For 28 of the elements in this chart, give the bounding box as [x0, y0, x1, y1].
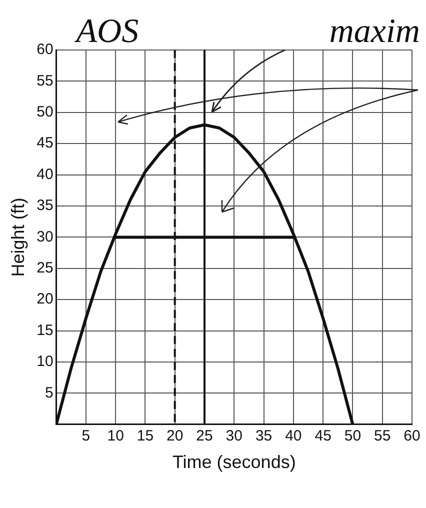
annotation: AOS — [74, 13, 139, 50]
y-tick-label: 50 — [36, 104, 54, 121]
y-tick-label: 60 — [36, 41, 54, 58]
x-tick-label: 35 — [255, 428, 272, 445]
x-tick-label: 50 — [344, 428, 362, 445]
x-tick-label: 60 — [404, 428, 420, 445]
x-axis-title: Time (seconds) — [172, 452, 296, 472]
x-tick-label: 45 — [314, 428, 332, 445]
y-tick-label: 10 — [36, 353, 54, 370]
y-tick-label: 5 — [44, 384, 54, 402]
y-tick-label: 15 — [36, 322, 54, 339]
x-tick-label: 30 — [226, 428, 242, 445]
x-tick-label: 15 — [136, 428, 154, 445]
x-tick-label: 5 — [82, 428, 90, 445]
y-tick-label: 20 — [36, 290, 54, 308]
y-tick-label: 40 — [36, 166, 54, 183]
y-tick-label: 35 — [36, 197, 54, 214]
y-axis-title: Height (ft) — [8, 198, 28, 277]
x-tick-label: 55 — [374, 428, 391, 445]
annotation: maxim — [329, 13, 420, 50]
x-tick-label: 25 — [196, 428, 213, 445]
y-tick-label: 30 — [36, 228, 54, 246]
y-tick-label: 55 — [36, 72, 54, 90]
x-tick-label: 40 — [285, 428, 302, 445]
x-tick-label: 20 — [166, 428, 184, 445]
y-tick-label: 25 — [36, 260, 54, 277]
x-tick-label: 10 — [107, 428, 124, 445]
y-tick-label: 45 — [36, 134, 54, 152]
